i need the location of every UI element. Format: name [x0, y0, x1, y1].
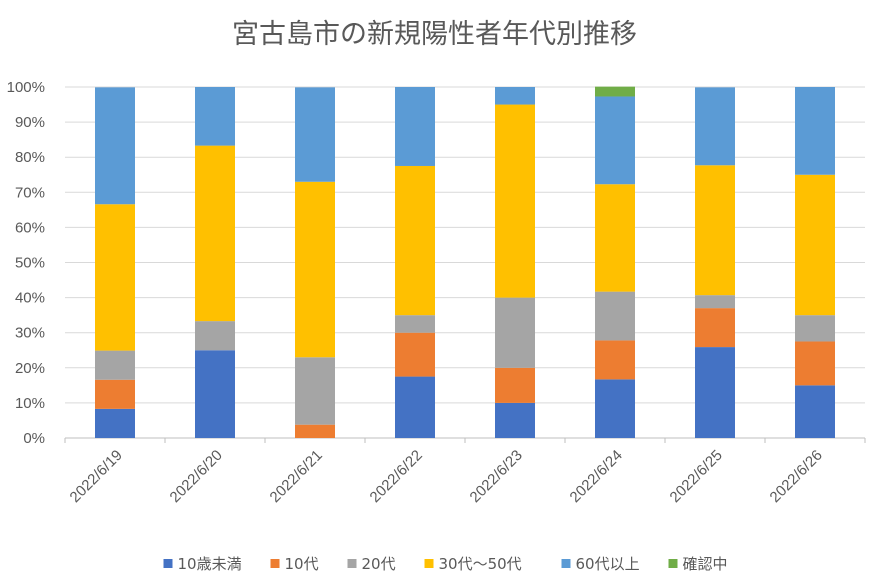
- bar-segment: [395, 165, 435, 316]
- chart-title: 宮古島市の新規陽性者年代別推移: [232, 19, 637, 50]
- bar-segment: [395, 376, 435, 438]
- bar-segment: [695, 347, 735, 438]
- bar-segment: [595, 291, 635, 341]
- bar-segment: [595, 184, 635, 292]
- bar-segment: [595, 340, 635, 380]
- bar-segment: [195, 145, 235, 322]
- x-tick-label: 2022/6/25: [667, 447, 726, 506]
- bar-segment: [395, 332, 435, 377]
- bar-segment: [395, 87, 435, 166]
- bar-segment: [695, 308, 735, 348]
- legend-swatch: [424, 559, 434, 568]
- legend-label: 確認中: [683, 555, 728, 573]
- legend-label: 60代以上: [576, 555, 640, 573]
- legend-swatch: [347, 559, 357, 568]
- bar-segment: [695, 165, 735, 296]
- bar-segment: [95, 379, 135, 409]
- bar-segment: [795, 87, 835, 175]
- bar-segment: [195, 321, 235, 351]
- legend-swatch: [668, 559, 678, 568]
- legend-label: 10歳未満: [178, 555, 242, 573]
- bar-segment: [95, 204, 135, 351]
- legend-swatch: [163, 559, 173, 568]
- x-tick-label: 2022/6/26: [767, 447, 826, 506]
- legend-label: 30代～50代: [439, 555, 522, 573]
- y-tick-label: 60%: [15, 219, 45, 236]
- x-tick-label: 2022/6/19: [67, 447, 126, 506]
- y-tick-label: 100%: [7, 79, 45, 96]
- y-tick-label: 50%: [15, 255, 45, 272]
- bar-segment: [495, 87, 535, 105]
- bar-segment: [795, 174, 835, 316]
- bar-segment: [495, 402, 535, 438]
- legend-label: 20代: [362, 555, 396, 573]
- x-tick-label: 2022/6/22: [367, 447, 426, 506]
- bar-segment: [495, 104, 535, 298]
- bar-segment: [795, 341, 835, 386]
- bar-segment: [295, 357, 335, 425]
- bar-segment: [495, 297, 535, 368]
- bar-segment: [195, 87, 235, 146]
- bar-segment: [295, 87, 335, 182]
- bar-segment: [795, 315, 835, 342]
- bar-segment: [295, 424, 335, 438]
- bar-segment: [95, 350, 135, 380]
- legend: 10歳未満 10代 20代 30代～50代 60代以上 確認中: [163, 555, 728, 573]
- bar-segment: [95, 408, 135, 438]
- y-tick-label: 20%: [15, 360, 45, 377]
- bar-segment: [695, 295, 735, 309]
- y-tick-label: 90%: [15, 114, 45, 131]
- y-tick-label: 40%: [15, 290, 45, 307]
- legend-swatch: [270, 559, 280, 568]
- x-tick-label: 2022/6/23: [467, 447, 526, 506]
- bar-segment: [595, 96, 635, 185]
- y-tick-label: 10%: [15, 395, 45, 412]
- y-tick-label: 70%: [15, 184, 45, 201]
- bar-segment: [195, 350, 235, 438]
- x-tick-label: 2022/6/21: [267, 447, 326, 506]
- bar-segment: [695, 87, 735, 166]
- x-tick-label: 2022/6/24: [567, 447, 626, 506]
- legend-label: 10代: [285, 555, 319, 573]
- bar-segment: [595, 86, 635, 97]
- bar-segment: [395, 315, 435, 333]
- bar-segment: [495, 367, 535, 403]
- bar-segment: [795, 385, 835, 438]
- y-tick-label: 30%: [15, 325, 45, 342]
- legend-swatch: [561, 559, 571, 568]
- y-tick-label: 80%: [15, 149, 45, 166]
- y-tick-label: 0%: [23, 430, 45, 447]
- bar-segment: [595, 379, 635, 438]
- bar-segment: [95, 87, 135, 205]
- bar-segment: [295, 181, 335, 358]
- x-tick-label: 2022/6/20: [167, 447, 226, 506]
